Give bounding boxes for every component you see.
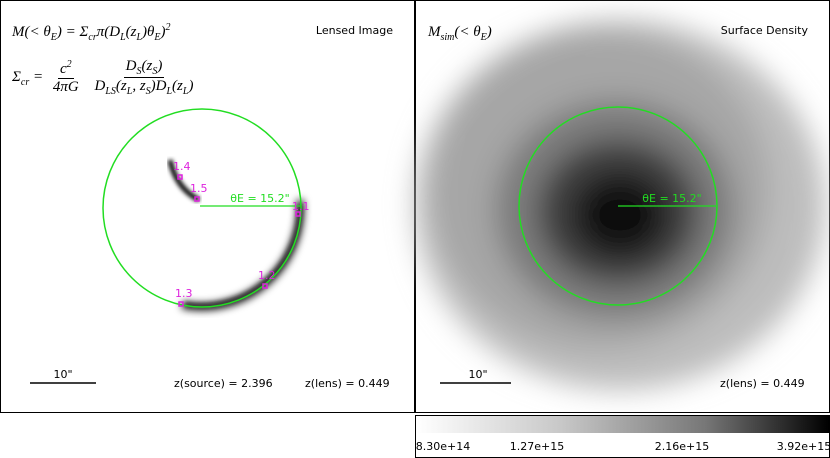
colorbar-label: 3.92e+15 bbox=[777, 440, 830, 453]
colorbar bbox=[416, 416, 829, 433]
formula-part: E bbox=[50, 32, 57, 43]
image-label: 1.5 bbox=[190, 182, 208, 195]
einstein-circle bbox=[518, 106, 718, 306]
image-label: 1.1 bbox=[292, 200, 310, 213]
mass-formula: M(< θE) = Σcrπ(DL(zL)θE)2 bbox=[12, 22, 171, 43]
formula-part: c bbox=[59, 61, 67, 77]
formula-part: )θ bbox=[142, 24, 155, 40]
formula-part: ) bbox=[188, 78, 194, 94]
lensed-arc-core bbox=[184, 204, 302, 307]
scale-label: 10" bbox=[53, 368, 72, 381]
formula-part: (z bbox=[125, 24, 137, 40]
source-redshift: z(source) = 2.396 bbox=[174, 377, 273, 390]
formula-part: M(< θ bbox=[12, 24, 51, 40]
formula-part: ) bbox=[486, 24, 492, 40]
formula-part: ) = Σ bbox=[56, 24, 89, 40]
colorbar-label: 2.16e+15 bbox=[655, 440, 709, 453]
formula-part: )D bbox=[150, 78, 167, 94]
sigma-lhs: Σcr = bbox=[12, 68, 44, 88]
formula-part: D bbox=[94, 78, 106, 94]
formula-part: S bbox=[136, 66, 142, 77]
formula-part: D bbox=[125, 58, 137, 74]
image-marker bbox=[178, 301, 184, 307]
lens-redshift: z(lens) = 0.449 bbox=[305, 377, 390, 390]
formula-part: cr bbox=[88, 32, 97, 43]
mass-label: Msim(< θE) bbox=[428, 24, 492, 43]
image-label: 1.4 bbox=[173, 160, 191, 173]
colorbar-label: 8.30e+14 bbox=[416, 440, 470, 453]
formula-part: L bbox=[182, 86, 189, 97]
formula-part: cr bbox=[20, 76, 30, 88]
einstein-circle bbox=[102, 108, 302, 308]
formula-part: = bbox=[29, 68, 44, 85]
fraction: DS(zS) DLS(zL, zS)DL(zL) bbox=[93, 58, 196, 97]
image-marker bbox=[295, 211, 301, 217]
sigma-formula: Σcr = c2 4πG DS(zS) DLS(zL, zS)DL(zL) bbox=[12, 58, 199, 97]
formula-part: (z bbox=[115, 78, 127, 94]
colorbar-label: 1.27e+15 bbox=[510, 440, 564, 453]
formula-part: ) bbox=[157, 58, 163, 74]
image-marker bbox=[177, 174, 183, 180]
formula-part: Σ bbox=[12, 68, 21, 85]
formula-part: , z bbox=[132, 78, 146, 94]
denominator: DLS(zL, zS)DL(zL) bbox=[93, 78, 196, 97]
formula-part: L bbox=[126, 86, 133, 97]
panel-title: Lensed Image bbox=[316, 24, 393, 37]
denominator: 4πG bbox=[51, 79, 81, 96]
panel-title: Surface Density bbox=[721, 24, 809, 37]
formula-part: L bbox=[136, 32, 143, 43]
einstein-label: θE = 15.2" bbox=[642, 192, 701, 205]
formula-part: S bbox=[145, 86, 151, 97]
image-marker bbox=[194, 196, 200, 202]
formula-part: L bbox=[166, 86, 173, 97]
einstein-label: θE = 15.2" bbox=[230, 192, 289, 205]
formula-part: (< θ bbox=[454, 24, 481, 40]
formula-part: ) bbox=[160, 24, 166, 40]
scale-label: 10" bbox=[468, 368, 487, 381]
image-marker bbox=[262, 283, 268, 289]
formula-part: sim bbox=[440, 32, 455, 43]
numerator: c2 bbox=[57, 59, 74, 79]
fraction: c2 4πG bbox=[51, 59, 81, 96]
formula-part: E bbox=[480, 32, 487, 43]
numerator: DS(zS) bbox=[123, 58, 165, 78]
formula-part: S bbox=[152, 66, 158, 77]
formula-part: (z bbox=[172, 78, 183, 94]
formula-part: 4πG bbox=[52, 79, 79, 95]
formula-part: E bbox=[154, 32, 161, 43]
formula-part: 2 bbox=[66, 59, 72, 70]
formula-part: M bbox=[428, 24, 441, 40]
formula-part: π(D bbox=[96, 24, 121, 40]
image-label: 1.2 bbox=[258, 269, 276, 282]
formula-part: L bbox=[120, 32, 126, 43]
surface-density-map bbox=[415, 20, 825, 390]
formula-part: 2 bbox=[165, 22, 171, 33]
image-label: 1.3 bbox=[175, 287, 193, 300]
formula-part: LS bbox=[105, 86, 116, 97]
formula-part: (z bbox=[141, 58, 153, 74]
lens-redshift: z(lens) = 0.449 bbox=[720, 377, 805, 390]
